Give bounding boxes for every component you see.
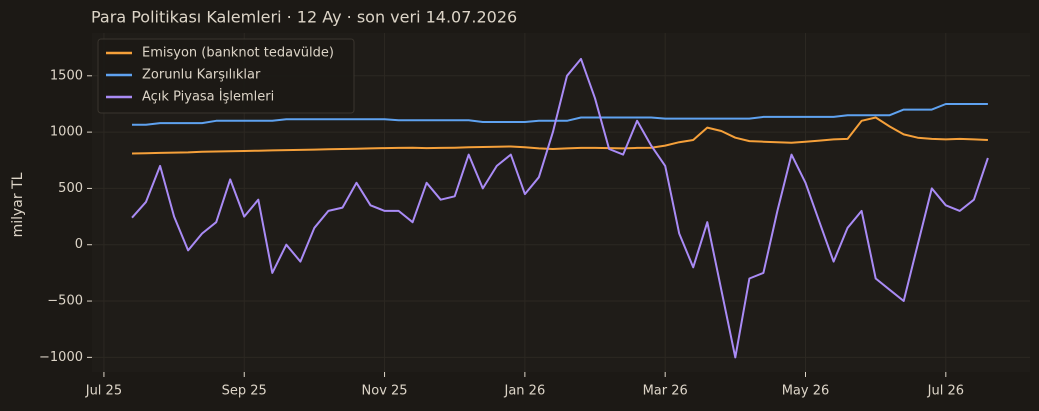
legend-label: Açık Piyasa İşlemleri (142, 89, 274, 105)
y-tick-label: −500 (47, 294, 83, 309)
x-tick-label: Nov 25 (362, 384, 408, 399)
legend: Emisyon (banknot tedavülde) Zorunlu Karşı… (97, 38, 355, 114)
legend-label: Emisyon (banknot tedavülde) (142, 46, 334, 61)
legend-box (97, 38, 355, 114)
x-tick-label: May 26 (782, 384, 830, 399)
x-tick-label: Sep 25 (222, 384, 267, 399)
x-tick-label: Jul 25 (85, 384, 122, 399)
y-axis-label: milyar TL (10, 172, 26, 237)
y-tick-label: −1000 (39, 350, 83, 365)
x-tick-label: Jul 26 (927, 384, 964, 399)
legend-label: Zorunlu Karşılıklar (142, 68, 261, 83)
y-tick-label: 0 (75, 237, 83, 252)
y-tick-label: 1000 (50, 125, 83, 140)
y-tick-label: 500 (58, 181, 83, 196)
x-tick-label: Jan 26 (504, 384, 546, 399)
series-line (131, 57, 989, 359)
x-tick-label: Mar 26 (643, 384, 688, 399)
series-line (132, 103, 988, 126)
series-line (131, 116, 988, 155)
chart-title: Para Politikası Kalemleri · 12 Ay · son … (91, 8, 517, 27)
y-tick-label: 1500 (50, 68, 83, 83)
